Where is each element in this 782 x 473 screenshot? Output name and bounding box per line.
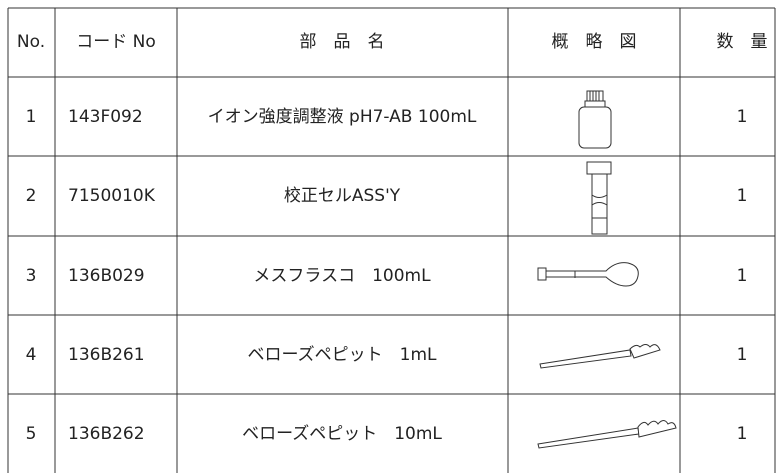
part-name: イオン強度調整液 pH7-AB 100mL — [208, 107, 477, 127]
header: No. コード No 部 品 名 概 略 図 数 量 — [17, 32, 768, 52]
part-name: 校正セルASS'Y — [284, 186, 401, 206]
pipette-icon — [537, 420, 677, 449]
flask-icon — [537, 262, 639, 287]
diagrams — [537, 90, 677, 449]
bottle-icon — [578, 90, 612, 149]
pipette-icon — [539, 344, 661, 369]
part-name: メスフラスコ 100mL — [253, 266, 431, 286]
row-number: 4 — [26, 345, 37, 365]
rows: 1 143F092 イオン強度調整液 pH7-AB 100mL 1 2 7150010K 校… — [26, 107, 748, 444]
table-grid — [7, 7, 776, 473]
cell-icon — [586, 161, 612, 235]
quantity: 1 — [737, 266, 748, 286]
header-cell: コード No — [76, 32, 156, 52]
part-code: 7150010K — [68, 186, 156, 206]
part-code: 143F092 — [68, 107, 143, 127]
part-name: ベローズペピット 10mL — [242, 424, 442, 444]
quantity: 1 — [737, 424, 748, 444]
row-number: 5 — [26, 424, 37, 444]
part-name: ベローズペピット 1mL — [248, 345, 438, 365]
row-number: 3 — [26, 266, 37, 286]
quantity: 1 — [737, 345, 748, 365]
quantity: 1 — [737, 107, 748, 127]
row-number: 2 — [26, 186, 37, 206]
part-code: 136B262 — [68, 424, 145, 444]
header-cell: 概 略 図 — [552, 32, 637, 52]
part-code: 136B261 — [68, 345, 145, 365]
header-cell: 数 量 — [717, 32, 768, 52]
row-number: 1 — [26, 107, 37, 127]
header-cell: No. — [17, 32, 45, 52]
part-code: 136B029 — [68, 266, 145, 286]
header-cell: 部 品 名 — [300, 32, 385, 52]
quantity: 1 — [737, 186, 748, 206]
